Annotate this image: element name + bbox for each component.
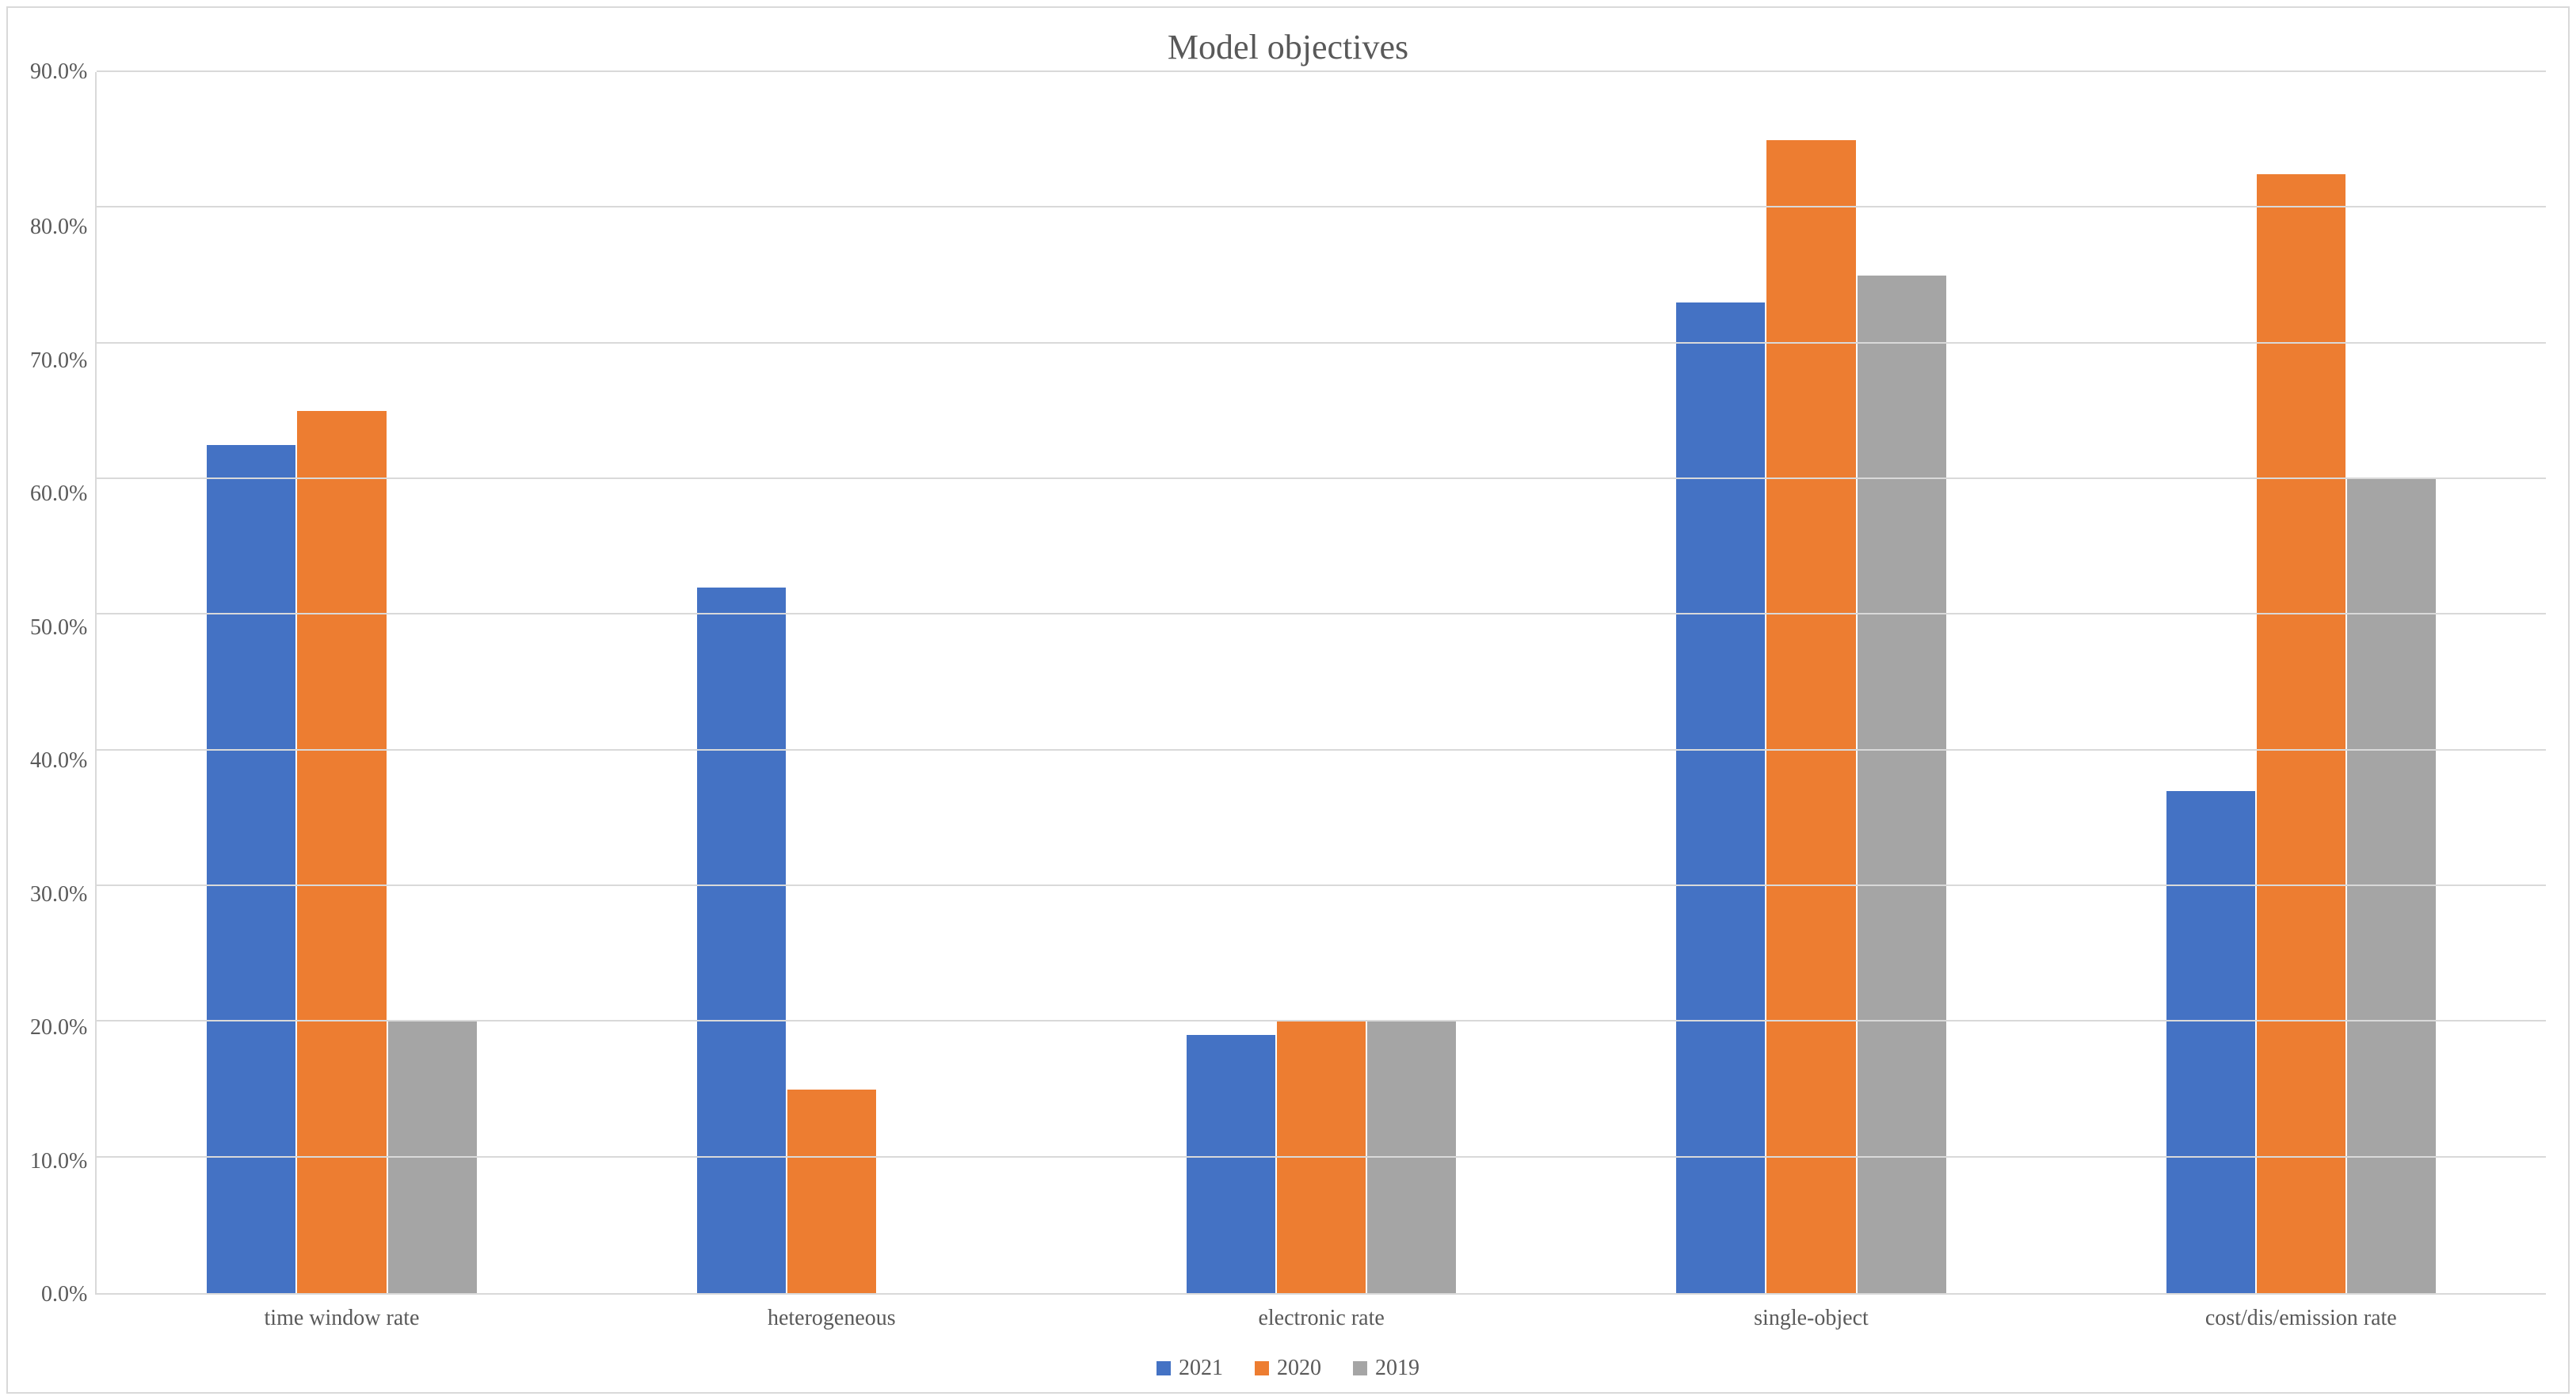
bar-groups <box>97 72 2546 1293</box>
x-axis-spacer <box>30 1304 97 1332</box>
legend-swatch <box>1255 1361 1269 1375</box>
grid-line <box>97 1020 2546 1021</box>
bar-group <box>1077 72 1566 1293</box>
x-axis-labels: time window rateheterogeneouselectronic … <box>97 1304 2546 1332</box>
bar-group <box>587 72 1077 1293</box>
bar <box>1858 276 1946 1293</box>
y-axis: 90.0%80.0%70.0%60.0%50.0%40.0%30.0%20.0%… <box>30 72 95 1295</box>
x-tick-label: single-object <box>1566 1304 2056 1332</box>
bar <box>1676 302 1765 1293</box>
plot-row: 90.0%80.0%70.0%60.0%50.0%40.0%30.0%20.0%… <box>30 72 2546 1295</box>
bar <box>1187 1035 1275 1293</box>
bar <box>2166 791 2255 1293</box>
x-tick-label: time window rate <box>97 1304 586 1332</box>
y-tick-label: 50.0% <box>30 617 87 639</box>
bar <box>787 1090 876 1293</box>
legend-item: 2021 <box>1157 1356 1223 1381</box>
x-tick-label: heterogeneous <box>587 1304 1077 1332</box>
y-tick-label: 30.0% <box>30 884 87 906</box>
legend-item: 2019 <box>1353 1356 1419 1381</box>
grid-line <box>97 342 2546 344</box>
legend-swatch <box>1157 1361 1171 1375</box>
bar <box>297 411 386 1293</box>
y-tick-label: 70.0% <box>30 350 87 372</box>
grid-line <box>97 1156 2546 1158</box>
x-axis-row: time window rateheterogeneouselectronic … <box>30 1304 2546 1332</box>
legend: 2021 2020 2019 <box>30 1356 2546 1381</box>
bar-group <box>1566 72 2056 1293</box>
y-tick-label: 40.0% <box>30 750 87 772</box>
y-tick-label: 60.0% <box>30 483 87 505</box>
x-tick-label: cost/dis/emission rate <box>2056 1304 2546 1332</box>
legend-swatch <box>1353 1361 1367 1375</box>
legend-label: 2020 <box>1277 1356 1321 1381</box>
grid-line <box>97 885 2546 886</box>
bar-group <box>97 72 586 1293</box>
x-tick-label: electronic rate <box>1077 1304 1566 1332</box>
y-tick-label: 80.0% <box>30 216 87 238</box>
grid-line <box>97 70 2546 72</box>
bar <box>388 1021 477 1293</box>
plot-area <box>95 72 2546 1295</box>
grid-line <box>97 749 2546 751</box>
bar <box>697 588 786 1293</box>
legend-label: 2019 <box>1375 1356 1419 1381</box>
y-tick-label: 90.0% <box>30 61 87 83</box>
y-tick-label: 20.0% <box>30 1017 87 1039</box>
grid-line <box>97 613 2546 614</box>
chart-frame: Model objectives 90.0% 80.0% 70.0% 60.0% 50.… <box>6 6 2570 1394</box>
grid-line <box>97 206 2546 207</box>
chart-container: Model objectives 90.0% 80.0% 70.0% 60.0% 50.… <box>0 0 2576 1400</box>
chart-title: Model objectives <box>30 27 2546 67</box>
y-tick-label: 10.0% <box>30 1151 87 1173</box>
grid-line <box>97 477 2546 479</box>
bar <box>1766 140 1855 1293</box>
bar <box>1367 1021 1456 1293</box>
bar <box>207 445 295 1293</box>
legend-item: 2020 <box>1255 1356 1321 1381</box>
bar <box>1277 1021 1366 1293</box>
y-tick-label: 0.0% <box>41 1284 87 1306</box>
legend-label: 2021 <box>1179 1356 1223 1381</box>
bar-group <box>2056 72 2546 1293</box>
